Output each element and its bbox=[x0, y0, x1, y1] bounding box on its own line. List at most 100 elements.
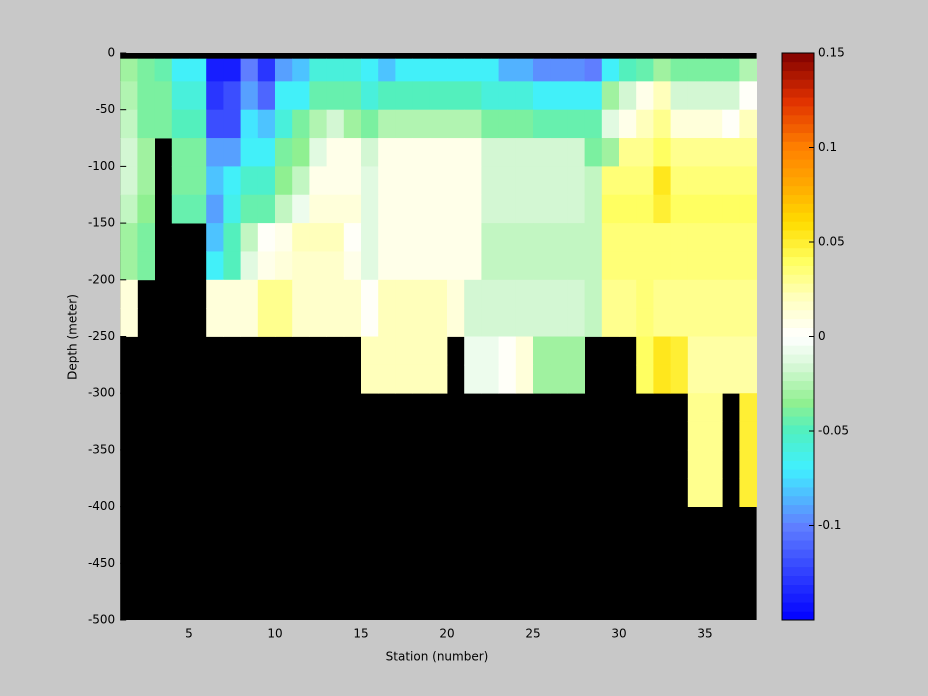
colorbar-swatch bbox=[782, 61, 814, 72]
cell bbox=[705, 336, 723, 366]
cell bbox=[171, 166, 190, 196]
y-tick-label: 0 bbox=[108, 46, 116, 60]
cell bbox=[653, 251, 671, 281]
cell bbox=[361, 364, 379, 394]
cell bbox=[275, 251, 293, 281]
cell bbox=[189, 81, 207, 111]
cell bbox=[550, 109, 568, 139]
cell bbox=[722, 251, 740, 281]
cell bbox=[447, 279, 465, 309]
cell bbox=[343, 109, 362, 139]
cell bbox=[343, 251, 362, 281]
cell bbox=[722, 166, 740, 196]
cell bbox=[292, 109, 310, 139]
cell bbox=[412, 308, 431, 337]
cell bbox=[120, 194, 138, 224]
cell bbox=[636, 364, 654, 394]
cell bbox=[481, 109, 499, 139]
cell bbox=[705, 308, 723, 337]
cell bbox=[223, 251, 241, 281]
cell bbox=[378, 279, 396, 309]
cell bbox=[120, 109, 138, 139]
cell bbox=[326, 308, 345, 337]
y-tick-label: -450 bbox=[88, 556, 115, 570]
cell bbox=[515, 194, 534, 224]
cell bbox=[189, 109, 207, 139]
colorbar-swatch bbox=[782, 575, 814, 585]
cell bbox=[464, 58, 482, 82]
colorbar-swatch bbox=[782, 106, 814, 116]
cell bbox=[343, 308, 362, 337]
cell bbox=[550, 279, 568, 309]
cell bbox=[326, 58, 345, 82]
colorbar-swatch bbox=[782, 398, 814, 408]
cell bbox=[739, 336, 757, 366]
cell bbox=[515, 81, 534, 111]
cell bbox=[584, 279, 603, 309]
cell bbox=[705, 364, 723, 394]
cell bbox=[137, 223, 155, 252]
cell bbox=[670, 308, 689, 337]
cell bbox=[533, 308, 551, 337]
cell bbox=[722, 364, 740, 394]
cell bbox=[670, 58, 689, 82]
cell bbox=[567, 251, 585, 281]
cell bbox=[223, 166, 241, 196]
cell bbox=[722, 81, 740, 111]
cell bbox=[292, 251, 310, 281]
cell bbox=[601, 279, 620, 309]
cell bbox=[498, 279, 517, 309]
colorbar-swatch bbox=[782, 265, 814, 275]
cell bbox=[481, 81, 499, 111]
cell bbox=[653, 364, 671, 394]
cell bbox=[257, 223, 276, 252]
cell bbox=[361, 194, 379, 224]
cell bbox=[292, 279, 310, 309]
cell bbox=[567, 336, 585, 366]
cell bbox=[739, 421, 757, 451]
cell bbox=[223, 223, 241, 252]
cell bbox=[171, 58, 190, 82]
cell bbox=[361, 251, 379, 281]
cell bbox=[515, 336, 534, 366]
cell bbox=[275, 279, 293, 309]
colorbar-swatch bbox=[782, 301, 814, 311]
cell bbox=[481, 138, 499, 167]
cell bbox=[326, 251, 345, 281]
cell bbox=[687, 449, 706, 479]
cell bbox=[550, 364, 568, 394]
cell bbox=[498, 166, 517, 196]
cell bbox=[464, 336, 482, 366]
cell bbox=[619, 166, 637, 196]
cell bbox=[240, 81, 259, 111]
cell bbox=[361, 223, 379, 252]
cell bbox=[429, 308, 448, 337]
cell bbox=[395, 251, 413, 281]
y-tick-label: -500 bbox=[88, 613, 115, 627]
cell bbox=[601, 194, 620, 224]
cell bbox=[292, 138, 310, 167]
cell bbox=[739, 138, 757, 167]
cell bbox=[395, 336, 413, 366]
colorbar-swatch bbox=[782, 380, 814, 390]
cell bbox=[567, 109, 585, 139]
colorbar-swatch bbox=[782, 442, 814, 452]
cell bbox=[498, 109, 517, 139]
cell bbox=[619, 138, 637, 167]
cell bbox=[515, 308, 534, 337]
cell bbox=[739, 308, 757, 337]
colorbar-swatch bbox=[782, 602, 814, 612]
cell bbox=[206, 109, 224, 139]
cell bbox=[309, 279, 327, 309]
cell bbox=[705, 251, 723, 281]
cell bbox=[326, 109, 345, 139]
colorbar-swatch bbox=[782, 425, 814, 435]
colorbar-swatch bbox=[782, 522, 814, 532]
cell bbox=[378, 109, 396, 139]
cell bbox=[137, 58, 155, 82]
cell bbox=[240, 223, 259, 252]
cell bbox=[722, 138, 740, 167]
x-tick-label: 15 bbox=[353, 627, 368, 641]
colorbar-swatch bbox=[782, 513, 814, 523]
